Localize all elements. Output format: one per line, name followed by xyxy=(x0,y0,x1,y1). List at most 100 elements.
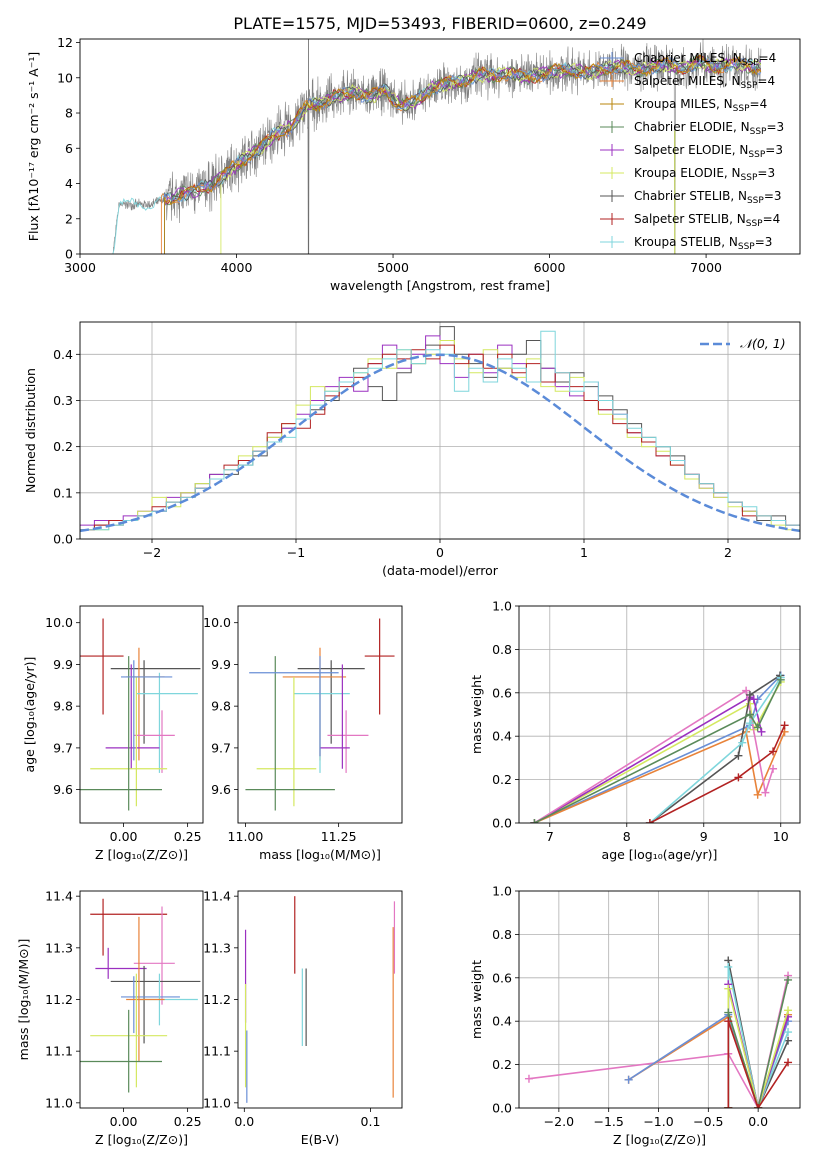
axes-frame xyxy=(237,890,403,1109)
errorbar-point xyxy=(136,672,198,773)
z_age-plot-area xyxy=(80,618,201,811)
residuals-xtick-label: −2 xyxy=(143,545,161,560)
axes-frame xyxy=(79,38,801,255)
mass_age-ytick-label: 9.8 xyxy=(211,699,231,714)
weight-marker xyxy=(724,1008,733,1017)
residuals-ytick-label: 0.1 xyxy=(53,485,73,500)
weight-marker xyxy=(745,719,754,728)
weight-marker xyxy=(761,788,770,797)
mass_age-ytick-label: 9.9 xyxy=(211,657,231,672)
residuals-ytick-label: 0.3 xyxy=(53,393,73,408)
residuals-xtick-label: 2 xyxy=(724,545,732,560)
weight_age-axes: 7 8 9 10 0.0 0.2 0.4 0.6 0.8 1.0 age [log₁₀(age/yr… xyxy=(469,599,801,862)
weight_age-ytick-label: 0.8 xyxy=(492,642,512,657)
residuals-xtick-label: −1 xyxy=(287,545,305,560)
weight_z-xlabel: Z [log₁₀(Z/Z⊙)] xyxy=(613,1132,706,1147)
z_mass-xtick-label: 0.00 xyxy=(110,1114,138,1129)
weight_age-xtick-label: 9 xyxy=(700,829,708,844)
axes-frame xyxy=(79,890,204,1109)
weight-marker xyxy=(645,819,654,823)
z_age-ytick-label: 9.9 xyxy=(53,657,73,672)
weight_z-ytick-label: 0.6 xyxy=(492,970,512,985)
weight-marker xyxy=(784,1028,793,1037)
ebv_mass-ytick-label: 11.0 xyxy=(203,1095,231,1110)
weight-marker xyxy=(754,1104,763,1108)
errorbar-point xyxy=(256,676,317,807)
spectrum-ylabel: Flux [fλ10⁻¹⁷ erg cm⁻² s⁻¹ A⁻¹] xyxy=(26,52,41,241)
spectrum-xtick-label: 4000 xyxy=(221,260,253,275)
weight_age-xlabel: age [log₁₀(age/yr)] xyxy=(602,847,718,862)
weight-series-line xyxy=(649,677,782,823)
weight-marker xyxy=(769,747,778,756)
weight-marker xyxy=(738,738,747,747)
z_mass-ytick-label: 11.3 xyxy=(45,940,73,955)
legend-entry: Kroupa STELIB, NSSP=3 xyxy=(634,235,772,252)
z_mass-ylabel: mass [log₁₀(M/M⊙)] xyxy=(16,939,31,1061)
weight_z-xtick-label: −1.5 xyxy=(594,1114,624,1129)
weight_age-ytick-label: 1.0 xyxy=(492,599,512,614)
errorbar-point xyxy=(105,664,160,769)
spectrum-ytick-label: 10 xyxy=(57,70,73,85)
residuals-ytick-label: 0.2 xyxy=(53,439,73,454)
legend-entry: Kroupa MILES, NSSP=4 xyxy=(634,97,767,114)
weight-series-line xyxy=(534,674,782,823)
errorbar-point xyxy=(364,618,395,715)
errorbar-point xyxy=(126,647,165,761)
errorbar-point xyxy=(121,976,180,1034)
legend-entry: Salpeter STELIB, NSSP=4 xyxy=(634,212,780,229)
weight-series-line xyxy=(534,730,786,823)
errorbar-point xyxy=(110,660,201,744)
weight-marker xyxy=(784,1058,793,1067)
weight-marker xyxy=(724,984,733,993)
residuals-ytick-label: 0.0 xyxy=(53,532,73,547)
z_age-ytick-label: 9.6 xyxy=(53,782,73,797)
mass_age-xtick-label: 11.25 xyxy=(321,829,357,844)
z_mass-ytick-label: 11.0 xyxy=(45,1095,73,1110)
errorbar-point xyxy=(126,916,165,1062)
weight-marker xyxy=(724,1017,733,1026)
mass_age-plot-area xyxy=(245,618,395,811)
weight-marker xyxy=(524,1074,533,1083)
residuals-axes: −2 −1 0 1 2 0.0 0.1 0.2 0.3 0.4 (data-model)/error… xyxy=(23,321,801,578)
residuals-xlabel: (data-model)/error xyxy=(382,563,499,578)
residuals-plot-area xyxy=(80,326,800,539)
z_age-axes: 0.00 0.25 9.6 9.7 9.8 9.9 10.0 Z [log₁₀(Z/Z⊙)] a… xyxy=(22,605,204,862)
weight_age-ylabel: mass weight xyxy=(469,675,484,754)
z_mass-plot-area xyxy=(80,898,201,1093)
z_age-xtick-label: 0.00 xyxy=(110,829,138,844)
weight_z-xtick-label: −1.0 xyxy=(643,1114,673,1129)
weight-marker xyxy=(624,1075,633,1084)
errorbar-point xyxy=(297,660,365,744)
errorbar-point xyxy=(80,618,124,715)
spectrum-ytick-label: 2 xyxy=(65,211,73,226)
weight_age-plot-area xyxy=(530,671,789,823)
weight_age-ytick-label: 0.0 xyxy=(492,816,512,831)
spectrum-xtick-label: 6000 xyxy=(534,260,566,275)
spectrum-xtick-label: 3000 xyxy=(64,260,96,275)
z_age-xlabel: Z [log₁₀(Z/Z⊙)] xyxy=(95,847,188,862)
errorbar-point xyxy=(133,906,175,1005)
residuals-xtick-label: 1 xyxy=(580,545,588,560)
residuals-ylabel: Normed distribution xyxy=(23,368,38,493)
mass_age-ytick-label: 9.6 xyxy=(211,782,231,797)
weight_age-xtick-label: 7 xyxy=(546,829,554,844)
weight_z-ylabel: mass weight xyxy=(469,960,484,1039)
z_mass-xlabel: Z [log₁₀(Z/Z⊙)] xyxy=(95,1132,188,1147)
weight-marker xyxy=(742,686,751,695)
mass_age-ytick-label: 9.7 xyxy=(211,740,231,755)
residuals-ytick-label: 0.4 xyxy=(53,347,73,362)
spectrum-xtick-label: 5000 xyxy=(377,260,409,275)
weight-marker xyxy=(724,962,733,971)
weight_age-xtick-label: 8 xyxy=(623,829,631,844)
weight_z-plot-area xyxy=(524,956,793,1108)
histogram-series xyxy=(80,330,800,539)
errorbar-point xyxy=(282,647,347,761)
errorbar-point xyxy=(80,656,162,811)
errorbar-point xyxy=(80,1009,162,1093)
weight-marker xyxy=(776,675,785,684)
errorbar-point xyxy=(121,660,173,761)
legend-entry: Kroupa ELODIE, NSSP=3 xyxy=(634,166,775,183)
weight-marker xyxy=(769,764,778,773)
weight_z-ytick-label: 0.2 xyxy=(492,1057,512,1072)
